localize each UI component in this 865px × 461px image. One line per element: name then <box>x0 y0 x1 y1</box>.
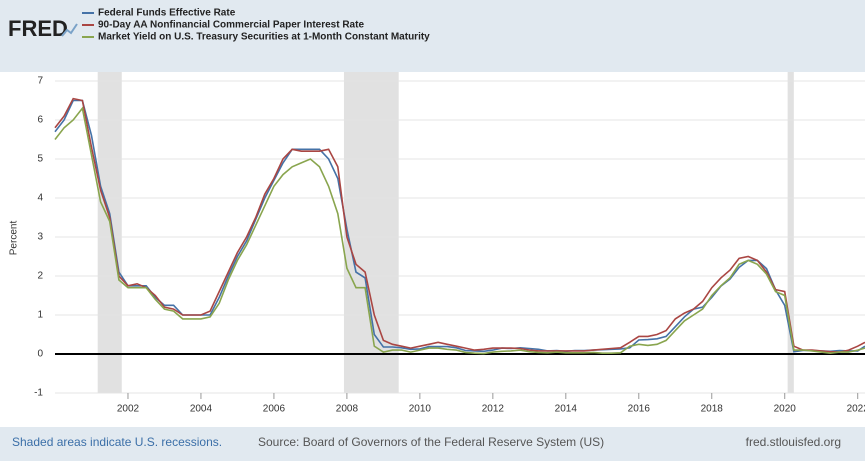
y-tick-label: 5 <box>37 154 43 165</box>
legend-label: Federal Funds Effective Rate <box>98 8 236 19</box>
series-line <box>54 106 865 355</box>
logo-icon <box>61 23 78 37</box>
x-tick-label: 2004 <box>190 404 213 415</box>
y-tick-label: 6 <box>37 115 43 126</box>
x-tick-label: 2002 <box>117 404 140 415</box>
x-tick-label: 2016 <box>628 404 651 415</box>
legend-label: Market Yield on U.S. Treasury Securities… <box>98 32 430 43</box>
legend-label: 90-Day AA Nonfinancial Commercial Paper … <box>98 20 364 31</box>
logo: FRED <box>8 16 68 41</box>
y-tick-label: 2 <box>37 271 43 282</box>
recession-band <box>343 72 399 393</box>
source: Source: Board of Governors of the Federa… <box>258 435 604 449</box>
y-tick-label: 4 <box>37 193 43 204</box>
x-tick-label: 2010 <box>409 404 432 415</box>
y-tick-label: 3 <box>37 232 43 243</box>
y-tick-label: 0 <box>37 349 43 360</box>
series-line <box>54 97 865 353</box>
x-tick-label: 2018 <box>701 404 724 415</box>
recession-band <box>787 72 794 393</box>
x-tick-label: 2020 <box>774 404 797 415</box>
x-tick-label: 2006 <box>263 404 286 415</box>
x-tick-label: 2008 <box>336 404 359 415</box>
recession-band <box>97 72 122 393</box>
x-tick-label: 2022 <box>847 404 865 415</box>
x-tick-label: 2014 <box>555 404 578 415</box>
y-tick-label: 1 <box>37 310 43 321</box>
x-tick-label: 2012 <box>482 404 505 415</box>
y-axis-label: Percent <box>9 221 20 256</box>
y-tick-label: -1 <box>34 388 43 399</box>
site: fred.stlouisfed.org <box>746 435 841 449</box>
recession-note: Shaded areas indicate U.S. recessions. <box>12 435 222 449</box>
y-tick-label: 7 <box>37 76 43 87</box>
plot-area <box>0 72 865 427</box>
